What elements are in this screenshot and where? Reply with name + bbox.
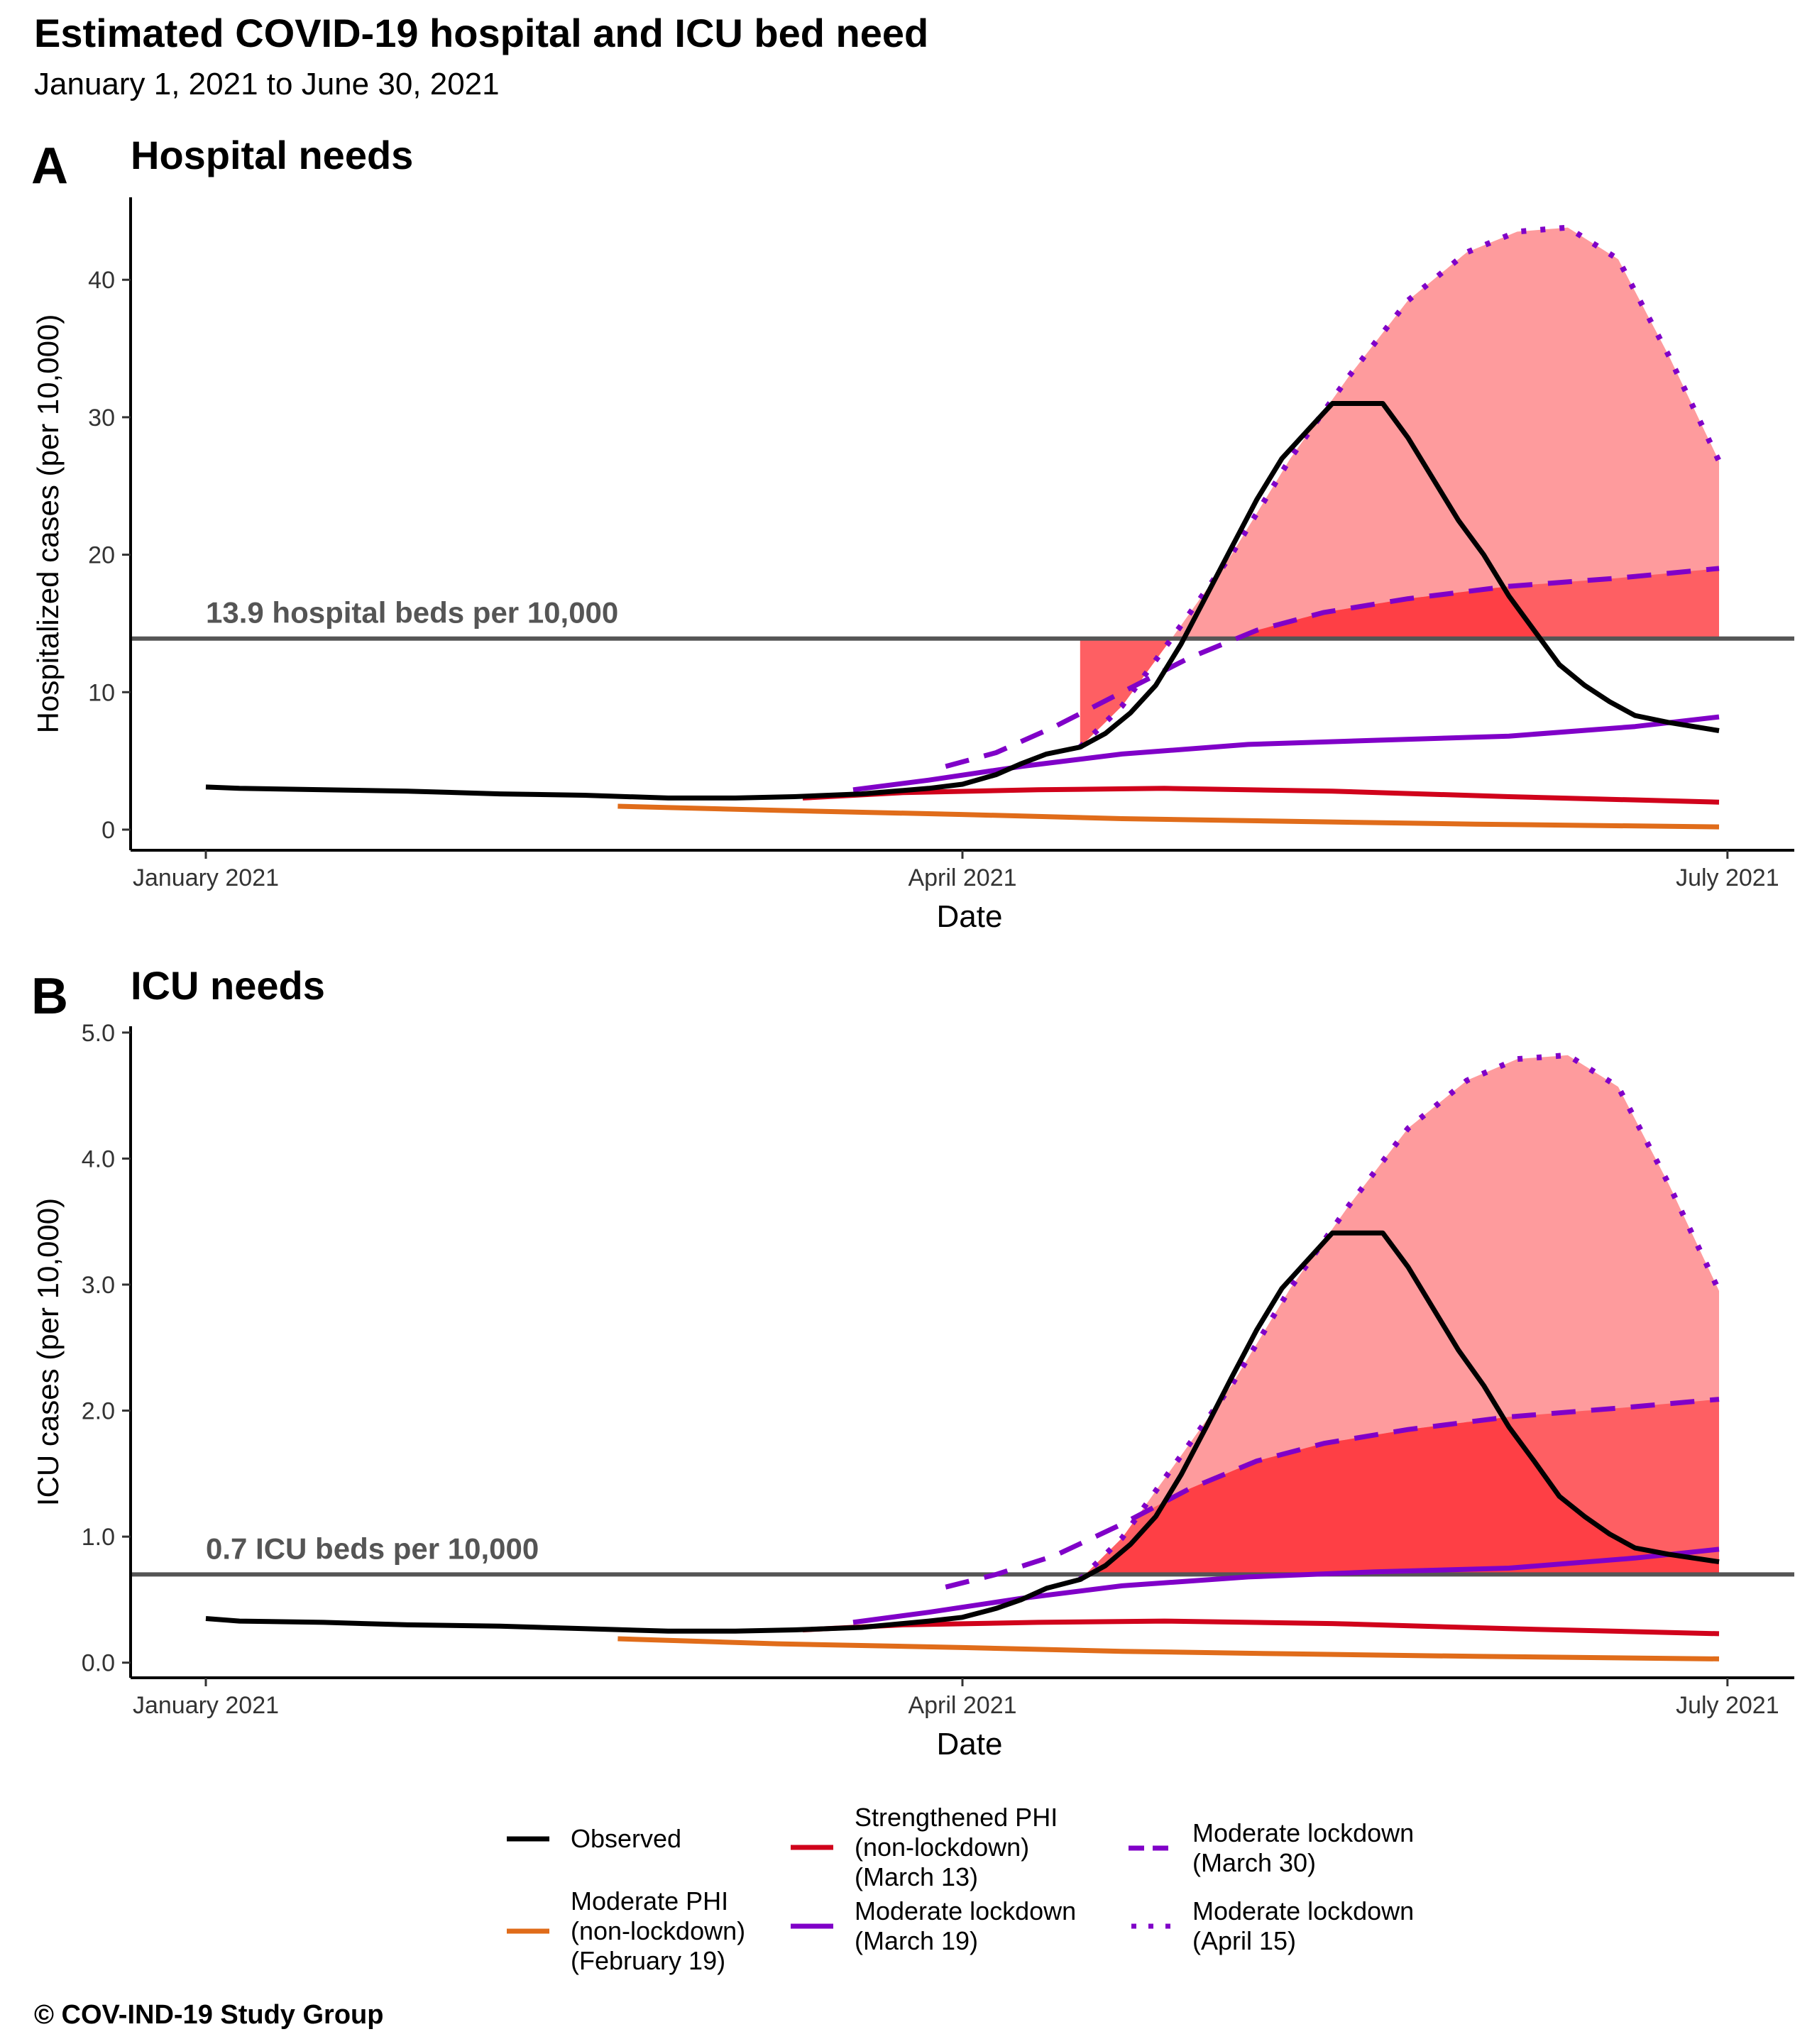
threshold-label: 13.9 hospital beds per 10,000 bbox=[206, 596, 618, 630]
y-tick-label: 2.0 bbox=[82, 1398, 115, 1425]
copyright-caption: © COV-IND-19 Study Group bbox=[34, 2000, 384, 2030]
legend-key-strengthened_phi bbox=[791, 1845, 833, 1850]
x-tick-label: April 2021 bbox=[908, 1692, 1016, 1719]
series-line-moderate_phi bbox=[617, 1636, 1720, 1661]
series-line-strengthened_phi bbox=[802, 1618, 1720, 1637]
y-tick-label: 4.0 bbox=[82, 1145, 115, 1172]
panel-a: 13.9 hospital beds per 10,000 0 10 20 30 40 Ja… bbox=[31, 133, 1794, 934]
legend-item-observed: Observed bbox=[505, 1824, 681, 1854]
threshold-label: 0.7 ICU beds per 10,000 bbox=[206, 1532, 539, 1565]
y-tick-label: 40 bbox=[88, 267, 115, 294]
series-line-lockdown_mar30 bbox=[945, 1397, 1720, 1590]
panel-letter: A bbox=[31, 138, 68, 194]
x-tick-label: July 2021 bbox=[1676, 1692, 1779, 1719]
legend-label: Strengthened PHI (non-lockdown) (March 1… bbox=[855, 1803, 1058, 1891]
legend-item-lockdown_mar30: Moderate lockdown (March 30) bbox=[1127, 1818, 1414, 1878]
y-tick-label: 0.0 bbox=[82, 1650, 115, 1677]
need-area-observed bbox=[1080, 1417, 1719, 1575]
y-tick-label: 1.0 bbox=[82, 1524, 115, 1551]
series-line-moderate_phi bbox=[617, 803, 1720, 830]
x-tick-label: July 2021 bbox=[1676, 864, 1779, 891]
legend-label: Moderate lockdown (March 30) bbox=[1192, 1818, 1415, 1877]
series-line-lockdown_mar19 bbox=[852, 714, 1720, 793]
panel-title: ICU needs bbox=[131, 963, 325, 1008]
x-tick-label: January 2021 bbox=[133, 1692, 279, 1719]
y-tick-label: 30 bbox=[88, 405, 115, 432]
x-tick-label: April 2021 bbox=[908, 864, 1016, 891]
y-axis-label: ICU cases (per 10,000) bbox=[31, 1198, 65, 1506]
legend-item-moderate_phi: Moderate PHI (non-lockdown) (February 19… bbox=[505, 1886, 745, 1976]
legend-key-lockdown_apr15 bbox=[1131, 1923, 1171, 1929]
need-area-mar30 bbox=[1080, 568, 1719, 747]
series-line-lockdown_mar30 bbox=[945, 566, 1720, 769]
legend-label: Moderate lockdown (March 19) bbox=[855, 1896, 1077, 1955]
chart-subtitle: January 1, 2021 to June 30, 2021 bbox=[34, 67, 500, 101]
y-tick-label: 3.0 bbox=[82, 1272, 115, 1299]
series-line-lockdown_mar19 bbox=[852, 1546, 1720, 1625]
legend-label: Moderate lockdown (April 15) bbox=[1192, 1896, 1415, 1955]
x-tick-label: January 2021 bbox=[133, 864, 279, 891]
legend-label: Moderate PHI (non-lockdown) (February 19… bbox=[571, 1886, 746, 1975]
x-axis-label: Date bbox=[937, 899, 1003, 934]
legend-item-lockdown_apr15: Moderate lockdown (April 15) bbox=[1127, 1896, 1414, 1956]
legend-label: Observed bbox=[571, 1824, 682, 1853]
series-line-observed bbox=[205, 1230, 1720, 1634]
chart-title: Estimated COVID-19 hospital and ICU bed … bbox=[34, 11, 929, 55]
y-tick-label: 5.0 bbox=[82, 1020, 115, 1047]
legend-item-strengthened_phi: Strengthened PHI (non-lockdown) (March 1… bbox=[789, 1803, 1058, 1892]
panel-title: Hospital needs bbox=[131, 133, 413, 177]
panel-letter: B bbox=[31, 968, 68, 1025]
legend-item-lockdown_mar19: Moderate lockdown (March 19) bbox=[789, 1896, 1076, 1956]
legend-key-moderate_phi bbox=[507, 1928, 549, 1934]
legend-key-observed bbox=[507, 1836, 549, 1842]
y-tick-label: 0 bbox=[101, 817, 115, 844]
legend-key-lockdown_mar19 bbox=[791, 1923, 833, 1929]
need-area-apr15 bbox=[1080, 227, 1719, 639]
series-line-strengthened_phi bbox=[802, 786, 1720, 805]
y-axis-label: Hospitalized cases (per 10,000) bbox=[31, 314, 65, 734]
legend-key-lockdown_mar30 bbox=[1129, 1845, 1171, 1851]
series-line-observed bbox=[205, 401, 1720, 801]
y-tick-label: 20 bbox=[88, 542, 115, 569]
y-tick-label: 10 bbox=[88, 679, 115, 706]
panel-b: 0.7 ICU beds per 10,000 0.0 1.0 2.0 3.0 4.0 5.… bbox=[31, 963, 1794, 1762]
x-axis-label: Date bbox=[937, 1727, 1003, 1762]
series-line-lockdown_apr15 bbox=[1077, 1052, 1722, 1582]
need-area-observed bbox=[1080, 587, 1719, 639]
